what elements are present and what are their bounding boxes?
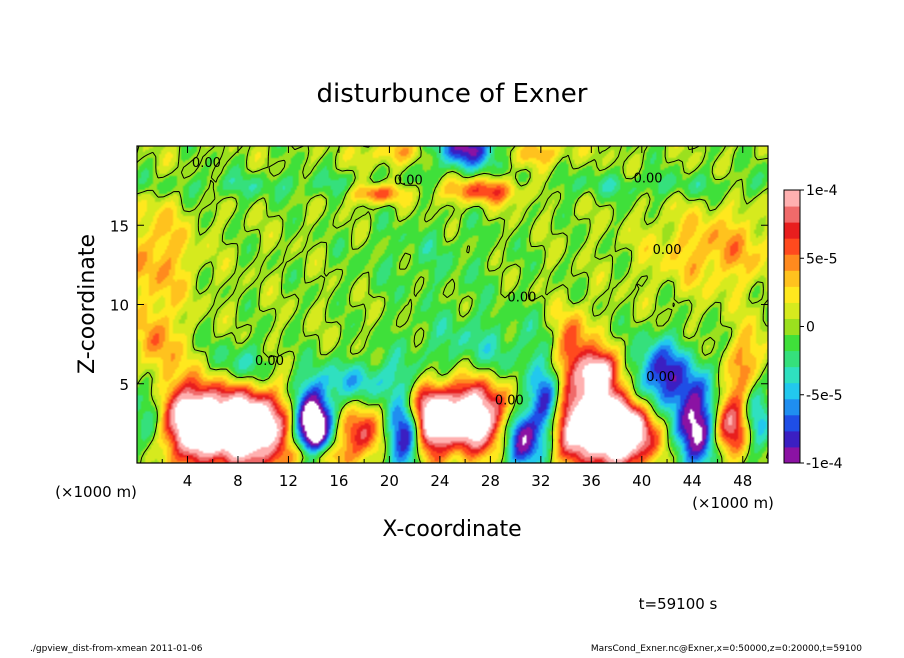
source-label: MarsCond_Exner.nc@Exner,x=0:50000,z=0:20… [591,644,862,654]
y-axis-label: Z-coordinate [75,234,100,374]
x-tick-label: 44 [683,472,702,490]
y-tick-label: 15 [110,217,129,235]
contour-label: 0.00 [394,173,423,188]
y-tick-label: 5 [119,376,129,394]
zero-contours: 0.00 0.00 0.00 0.00 0.00 0.00 0.00 0.00 [136,145,769,464]
colorbar-ticks: 1e-4 5e-5 0 -5e-5 -1e-4 [800,183,843,472]
colorbar-swatch [784,270,800,287]
colorbar-swatch [784,382,800,400]
contour-label: 0.00 [507,291,536,306]
colorbar-swatch [784,190,800,207]
x-tick-label: 32 [531,472,550,490]
x-tick-label: 24 [430,472,449,490]
colorbar-swatch [784,286,800,303]
colorbar-tick-label: -1e-4 [806,456,843,472]
colorbar-swatch [784,398,800,416]
colorbar-swatch [784,366,800,384]
time-label: t=59100 s [639,595,718,613]
colorbar-tick-label: -5e-5 [806,388,843,404]
script-label: ./gpview_dist-from-xmean 2011-01-06 [30,644,203,654]
x-tick-label: 48 [733,472,752,490]
colorbar-swatch [784,318,800,336]
x-tick-label: 28 [481,472,500,490]
colorbar-swatch [784,254,800,271]
contour-label: 0.00 [192,156,221,171]
colorbar-swatch [784,334,800,352]
contour-label: 0.00 [646,370,675,385]
colorbar-tick-label: 0 [806,320,815,336]
x-axis-ticks: 4 8 12 16 20 24 28 32 36 40 44 48 [161,146,752,490]
chart-title: disturbunce of Exner [317,79,588,109]
x-axis-label: X-coordinate [382,517,521,542]
contour-label: 0.00 [255,354,284,369]
colorbar-swatch [784,238,800,255]
plot-area: 0.000.00 0.000.000.000.000.000.00 4 8 12 16 2… [110,145,769,490]
colorbar-swatch [784,206,800,223]
y-axis-ticks: 5 10 15 [110,217,768,394]
x-tick-label: 36 [582,472,601,490]
contour-label: 0.00 [495,394,524,409]
colorbar-swatches [784,190,800,464]
x-tick-label: 12 [279,472,298,490]
y-unit-label: (×1000 m) [55,483,137,501]
colorbar-tick-label: 5e-5 [806,251,837,267]
contour-label: 0.00 [634,172,663,187]
colorbar-tick-label: 1e-4 [806,183,838,199]
x-tick-label: 8 [233,472,243,490]
y-tick-label: 10 [110,297,129,315]
colorbar-swatch [784,302,800,319]
colorbar-swatch [784,414,800,432]
colorbar: 1e-4 5e-5 0 -5e-5 -1e-4 [783,183,843,472]
x-tick-label: 20 [380,472,399,490]
colorbar-swatch [784,350,800,368]
x-tick-label: 16 [329,472,348,490]
colorbar-swatch [784,430,800,448]
x-unit-label: (×1000 m) [692,494,774,512]
zero-contour-line [136,145,769,464]
heatmap-field [137,146,768,463]
colorbar-swatch [784,446,800,464]
x-tick-label: 40 [632,472,651,490]
x-tick-label: 4 [183,472,193,490]
colorbar-swatch [784,222,800,239]
contour-label: 0.00 [653,243,682,258]
